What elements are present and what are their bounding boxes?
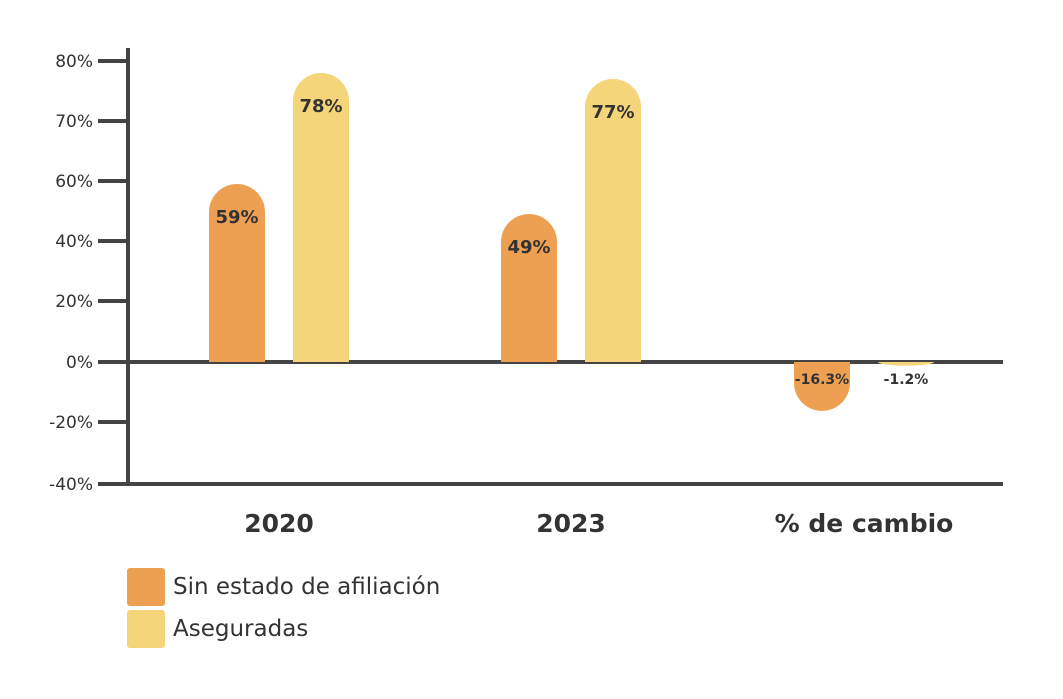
- y-tick-label: 80%: [55, 52, 93, 72]
- data-label: 59%: [215, 207, 258, 228]
- y-tick-label: -40%: [49, 475, 93, 495]
- bar: [501, 214, 557, 362]
- y-tick-label: 0%: [66, 353, 93, 373]
- x-category-label: 2020: [244, 509, 314, 538]
- legend-swatch: [127, 568, 165, 606]
- y-tick-label: 70%: [55, 112, 93, 132]
- legend-label: Aseguradas: [173, 616, 309, 642]
- x-category-label: 2023: [536, 509, 606, 538]
- bar: [293, 73, 349, 362]
- data-label: 77%: [591, 102, 634, 123]
- y-tick-label: 60%: [55, 172, 93, 192]
- chart-legend: Sin estado de afiliación Aseguradas: [127, 567, 440, 651]
- legend-label: Sin estado de afiliación: [173, 574, 441, 600]
- legend-item-sin-estado: Sin estado de afiliación: [127, 567, 440, 607]
- chart-bars: [209, 73, 934, 411]
- bar: [209, 184, 265, 362]
- y-tick-label: -20%: [49, 413, 93, 433]
- data-label: -16.3%: [795, 372, 849, 388]
- bar: [585, 79, 641, 362]
- bar: [794, 362, 850, 411]
- bar-chart: 80% 70% 60% 40% 20% 0% -20% -40% 2020 59% 78% 2023…: [49, 48, 1003, 538]
- y-tick-label: 20%: [55, 292, 93, 312]
- legend-swatch: [127, 610, 165, 648]
- chart-labels: 2020 59% 78% 2023 49% 77% % de cambio -16.3% -1.…: [215, 96, 953, 538]
- chart-axes: 80% 70% 60% 40% 20% 0% -20% -40%: [49, 48, 1003, 495]
- legend-item-aseguradas: Aseguradas: [127, 609, 440, 649]
- x-category-label: % de cambio: [775, 509, 954, 538]
- bar: [878, 362, 934, 366]
- data-label: 78%: [299, 96, 342, 117]
- data-label: -1.2%: [884, 372, 929, 388]
- data-label: 49%: [507, 237, 550, 258]
- y-tick-label: 40%: [55, 232, 93, 252]
